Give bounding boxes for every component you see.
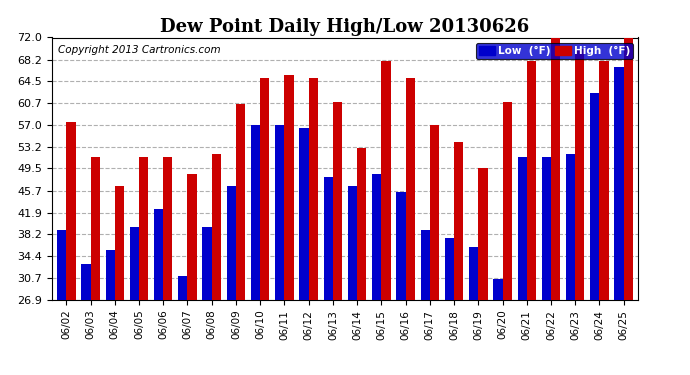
Legend: Low  (°F), High  (°F): Low (°F), High (°F) (476, 43, 633, 59)
Bar (164, 157, 172, 300)
Bar (396, 192, 406, 300)
Bar (260, 78, 269, 300)
Bar (90, 157, 100, 300)
Bar (227, 186, 236, 300)
Bar (178, 276, 188, 300)
Bar (66, 122, 75, 300)
Bar (445, 238, 454, 300)
Bar (106, 250, 115, 300)
Bar (372, 174, 382, 300)
Bar (139, 157, 148, 300)
Bar (430, 125, 439, 300)
Bar (154, 209, 164, 300)
Bar (81, 264, 90, 300)
Bar (566, 154, 575, 300)
Bar (518, 157, 526, 300)
Bar (454, 142, 463, 300)
Bar (526, 61, 536, 300)
Bar (493, 279, 502, 300)
Bar (357, 148, 366, 300)
Bar (212, 154, 221, 300)
Text: Copyright 2013 Cartronics.com: Copyright 2013 Cartronics.com (58, 45, 220, 56)
Bar (478, 168, 488, 300)
Bar (502, 102, 512, 300)
Bar (324, 177, 333, 300)
Bar (333, 102, 342, 300)
Bar (236, 104, 245, 300)
Bar (590, 93, 600, 300)
Bar (202, 226, 212, 300)
Bar (575, 49, 584, 300)
Bar (299, 128, 308, 300)
Bar (615, 67, 624, 300)
Bar (551, 38, 560, 300)
Bar (251, 125, 260, 300)
Bar (130, 226, 139, 300)
Title: Dew Point Daily High/Low 20130626: Dew Point Daily High/Low 20130626 (160, 18, 530, 36)
Bar (421, 230, 430, 300)
Bar (542, 157, 551, 300)
Bar (275, 125, 284, 300)
Bar (308, 78, 318, 300)
Bar (284, 75, 294, 300)
Bar (469, 247, 478, 300)
Bar (382, 61, 391, 300)
Bar (348, 186, 357, 300)
Bar (188, 174, 197, 300)
Bar (624, 38, 633, 300)
Bar (115, 186, 124, 300)
Bar (57, 230, 66, 300)
Bar (600, 61, 609, 300)
Bar (406, 78, 415, 300)
